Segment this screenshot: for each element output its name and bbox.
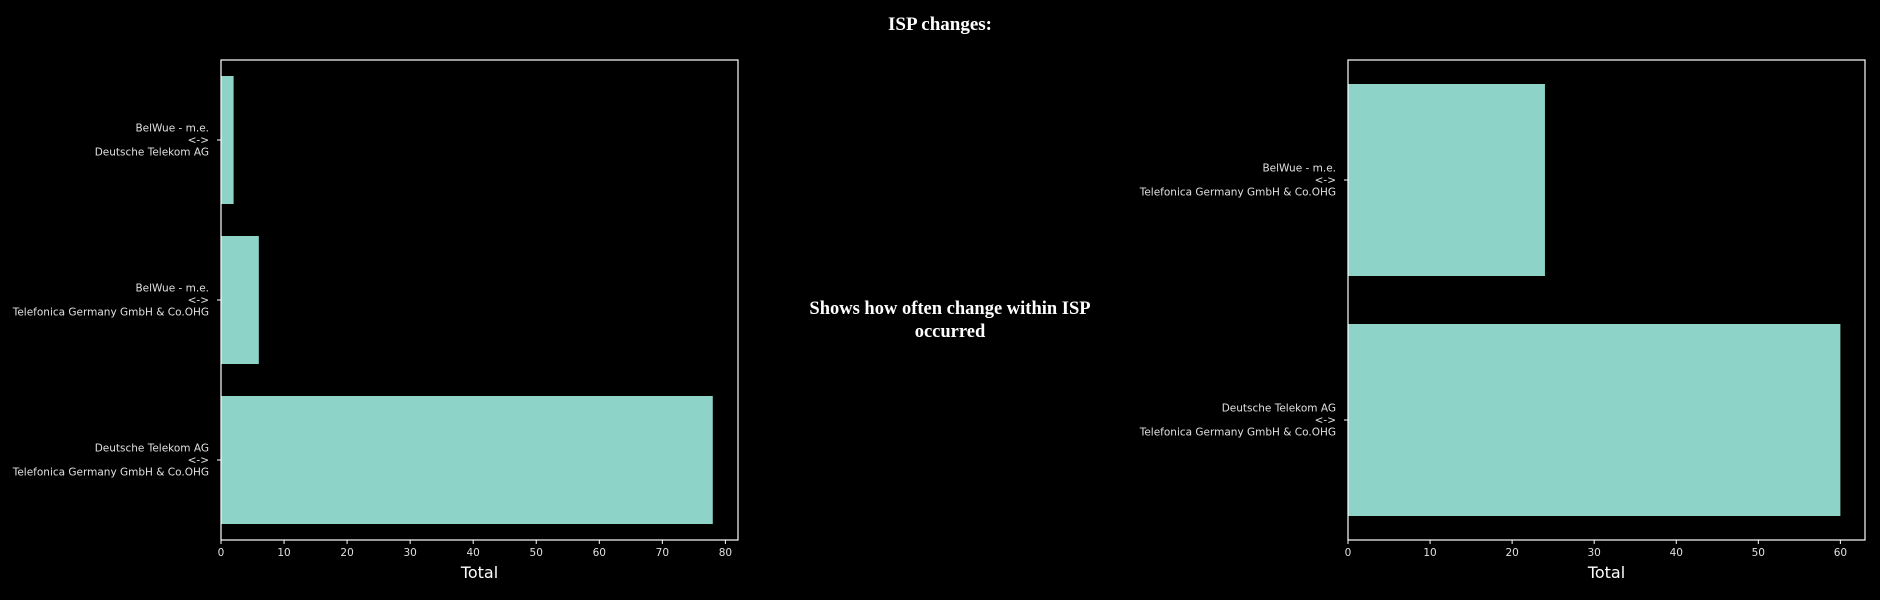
- x-tick-label: 40: [1670, 547, 1683, 559]
- x-tick-label: 20: [340, 547, 353, 559]
- y-tick-label-line: Deutsche Telekom AG: [1222, 403, 1336, 415]
- y-tick-label-line: <->: [188, 295, 209, 307]
- x-tick-label: 50: [530, 547, 543, 559]
- x-tick-label: 10: [277, 547, 290, 559]
- y-tick-label: Deutsche Telekom AG <-> Telefonica Germany…: [12, 443, 209, 479]
- x-tick-label: 60: [593, 547, 606, 559]
- bar: [1348, 324, 1841, 516]
- y-tick-label-line: <->: [1315, 415, 1336, 427]
- y-tick-label: BelWue - m.e. <-> Deutsche Telekom AG: [95, 123, 209, 159]
- x-axis-label: Total: [1587, 563, 1625, 582]
- x-tick-label: 60: [1834, 547, 1847, 559]
- x-tick-label: 30: [403, 547, 416, 559]
- x-tick-label: 30: [1588, 547, 1601, 559]
- y-tick-label-line: BelWue - m.e.: [135, 283, 209, 295]
- y-tick-label: BelWue - m.e. <-> Telefonica Germany GmbH …: [1139, 163, 1336, 199]
- page-title: ISP changes:: [888, 14, 992, 35]
- y-tick-label-line: Telefonica Germany GmbH & Co.OHG: [1139, 427, 1336, 439]
- y-tick-label-line: <->: [1315, 175, 1336, 187]
- axes-frame: [1347, 59, 1866, 541]
- x-tick-label: 80: [719, 547, 732, 559]
- y-tick-label-line: Deutsche Telekom AG: [95, 147, 209, 159]
- bar: [221, 396, 713, 524]
- y-tick-label-line: Telefonica Germany GmbH & Co.OHG: [1139, 187, 1336, 199]
- x-tick-label: 0: [1345, 547, 1352, 559]
- bar: [221, 236, 259, 364]
- y-tick-label: Deutsche Telekom AG <-> Telefonica Germany…: [1139, 403, 1336, 439]
- chart-right: BelWue - m.e. <-> Telefonica Germany GmbH …: [1139, 59, 1866, 582]
- axes-frame: [220, 59, 739, 541]
- x-tick-label: 10: [1423, 547, 1436, 559]
- x-tick-label: 0: [218, 547, 225, 559]
- chart-left: BelWue - m.e. <-> Deutsche Telekom AGBelWu…: [12, 59, 739, 582]
- y-tick-label-line: Telefonica Germany GmbH & Co.OHG: [12, 307, 209, 319]
- y-tick-label-line: Deutsche Telekom AG: [95, 443, 209, 455]
- bar: [1348, 84, 1545, 276]
- x-tick-label: 40: [467, 547, 480, 559]
- y-tick-label-line: BelWue - m.e.: [1262, 163, 1336, 175]
- x-tick-label: 20: [1505, 547, 1518, 559]
- y-tick-label-line: BelWue - m.e.: [135, 123, 209, 135]
- bar: [221, 76, 234, 204]
- y-tick-label-line: <->: [188, 135, 209, 147]
- x-tick-label: 70: [656, 547, 669, 559]
- x-axis-label: Total: [460, 563, 498, 582]
- y-tick-label: BelWue - m.e. <-> Telefonica Germany GmbH …: [12, 283, 209, 319]
- x-tick-label: 50: [1752, 547, 1765, 559]
- y-tick-label-line: Telefonica Germany GmbH & Co.OHG: [12, 467, 209, 479]
- chart-description: Shows how often change within ISP occurr…: [809, 299, 1091, 342]
- y-tick-label-line: <->: [188, 455, 209, 467]
